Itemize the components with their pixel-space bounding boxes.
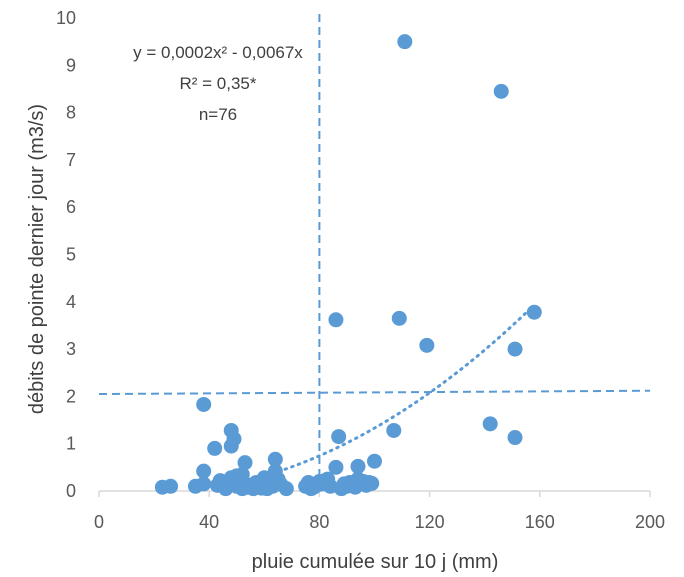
trendline: [215, 303, 536, 489]
horizontal-threshold-line: [98, 389, 651, 396]
data-point: [350, 458, 366, 474]
data-point: [196, 463, 212, 479]
data-point: [397, 34, 413, 50]
y-tick-label: 8: [66, 103, 76, 123]
data-point: [507, 430, 523, 446]
data-point: [331, 429, 347, 445]
data-point: [234, 466, 250, 482]
x-axis-title: pluie cumulée sur 10 j (mm): [252, 551, 499, 573]
data-point: [267, 451, 283, 467]
y-tick-label: 7: [66, 150, 76, 170]
x-tick-label: 160: [525, 512, 555, 532]
x-tick-label: 0: [94, 512, 104, 532]
y-axis-title: débits de pointe dernier jour (m3/s): [26, 104, 48, 414]
data-point: [350, 471, 366, 487]
data-point: [367, 453, 382, 469]
data-point: [196, 476, 212, 492]
sample-size-label: n=76: [199, 105, 237, 124]
plot-area: 0 40 80 120 160 200 0 1 2 3 4 5 6 7 8 9 10: [56, 8, 665, 532]
data-point: [526, 304, 542, 320]
data-point: [322, 478, 338, 494]
data-point: [328, 312, 344, 328]
y-axis-ticks: 0 1 2 3 4 5 6 7 8 9 10: [56, 8, 76, 501]
y-tick-label: 6: [66, 197, 76, 217]
x-tick-label: 80: [309, 512, 329, 532]
y-tick-label: 10: [56, 8, 76, 28]
data-point: [493, 83, 509, 99]
data-point: [507, 341, 523, 357]
data-point: [259, 481, 275, 497]
data-point: [212, 473, 228, 489]
data-point: [223, 438, 239, 454]
y-tick-label: 5: [66, 245, 76, 265]
trendline-group: [215, 303, 536, 489]
data-point: [207, 440, 223, 456]
data-point: [237, 455, 253, 471]
data-point: [364, 475, 380, 491]
data-point: [482, 416, 498, 432]
y-tick-label: 3: [66, 339, 76, 359]
y-tick-label: 0: [66, 481, 76, 501]
x-axis-ticks: 0 40 80 120 160 200: [94, 491, 665, 532]
x-tick-label: 120: [415, 512, 445, 532]
data-point: [163, 478, 179, 494]
equation-label: y = 0,0002x² - 0,0067x: [133, 43, 303, 62]
data-point: [386, 422, 402, 438]
data-points: [154, 34, 542, 497]
x-tick-label: 40: [199, 512, 219, 532]
y-tick-label: 9: [66, 55, 76, 75]
y-tick-label: 4: [66, 292, 76, 312]
r-squared-label: R² = 0,35*: [179, 74, 256, 93]
y-tick-label: 2: [66, 386, 76, 406]
data-point: [419, 337, 435, 353]
data-point: [391, 310, 407, 326]
data-point: [328, 459, 344, 475]
reference-lines: [98, 14, 651, 491]
data-point: [273, 476, 289, 492]
data-point: [196, 396, 212, 412]
x-tick-label: 200: [635, 512, 665, 532]
y-tick-label: 1: [66, 434, 76, 454]
